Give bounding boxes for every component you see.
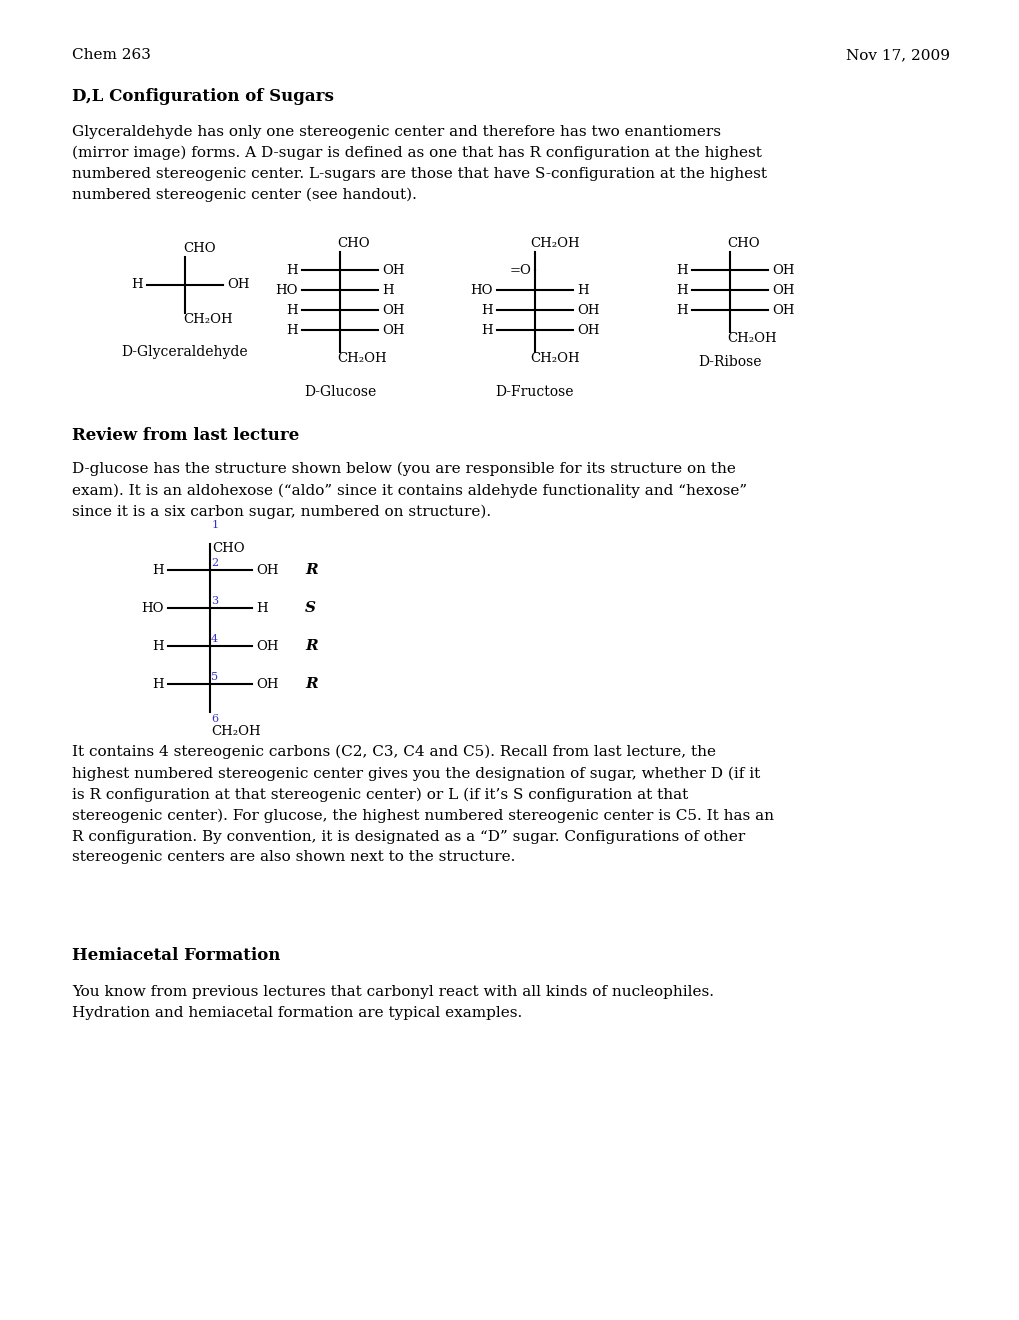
Text: H: H xyxy=(256,602,267,615)
Text: R: R xyxy=(305,564,317,577)
Text: CHO: CHO xyxy=(727,238,759,249)
Text: You know from previous lectures that carbonyl react with all kinds of nucleophil: You know from previous lectures that car… xyxy=(72,985,713,1019)
Text: 4: 4 xyxy=(211,634,218,644)
Text: CH₂OH: CH₂OH xyxy=(182,313,232,326)
Text: CHO: CHO xyxy=(336,238,369,249)
Text: CH₂OH: CH₂OH xyxy=(530,352,579,366)
Text: Review from last lecture: Review from last lecture xyxy=(72,426,299,444)
Text: OH: OH xyxy=(256,564,278,577)
Text: R: R xyxy=(305,677,317,690)
Text: OH: OH xyxy=(771,284,794,297)
Text: D-glucose has the structure shown below (you are responsible for its structure o: D-glucose has the structure shown below … xyxy=(72,462,746,519)
Text: OH: OH xyxy=(382,304,405,317)
Text: OH: OH xyxy=(382,323,405,337)
Text: Chem 263: Chem 263 xyxy=(72,48,151,62)
Text: 2: 2 xyxy=(211,558,218,568)
Text: HO: HO xyxy=(142,602,164,615)
Text: 3: 3 xyxy=(211,597,218,606)
Text: OH: OH xyxy=(577,304,599,317)
Text: H: H xyxy=(286,304,298,317)
Text: CH₂OH: CH₂OH xyxy=(727,333,775,345)
Text: 5: 5 xyxy=(211,672,218,682)
Text: H: H xyxy=(676,284,688,297)
Text: H: H xyxy=(481,323,492,337)
Text: H: H xyxy=(131,279,143,292)
Text: OH: OH xyxy=(256,639,278,652)
Text: CH₂OH: CH₂OH xyxy=(211,725,261,738)
Text: D-Fructose: D-Fructose xyxy=(495,385,574,399)
Text: OH: OH xyxy=(227,279,250,292)
Text: R: R xyxy=(305,639,317,653)
Text: H: H xyxy=(286,264,298,276)
Text: D-Glyceraldehyde: D-Glyceraldehyde xyxy=(121,345,248,359)
Text: H: H xyxy=(152,639,164,652)
Text: D-Ribose: D-Ribose xyxy=(698,355,761,370)
Text: H: H xyxy=(676,304,688,317)
Text: OH: OH xyxy=(771,304,794,317)
Text: H: H xyxy=(152,564,164,577)
Text: H: H xyxy=(577,284,588,297)
Text: HO: HO xyxy=(470,284,492,297)
Text: OH: OH xyxy=(382,264,405,276)
Text: It contains 4 stereogenic carbons (C2, C3, C4 and C5). Recall from last lecture,: It contains 4 stereogenic carbons (C2, C… xyxy=(72,744,773,865)
Text: H: H xyxy=(676,264,688,276)
Text: 6: 6 xyxy=(211,714,218,723)
Text: D,L Configuration of Sugars: D,L Configuration of Sugars xyxy=(72,88,333,106)
Text: H: H xyxy=(481,304,492,317)
Text: CHO: CHO xyxy=(182,242,215,255)
Text: 1: 1 xyxy=(212,520,219,531)
Text: H: H xyxy=(382,284,393,297)
Text: Glyceraldehyde has only one stereogenic center and therefore has two enantiomers: Glyceraldehyde has only one stereogenic … xyxy=(72,125,766,202)
Text: D-Glucose: D-Glucose xyxy=(304,385,376,399)
Text: CH₂OH: CH₂OH xyxy=(336,352,386,366)
Text: OH: OH xyxy=(771,264,794,276)
Text: CH₂OH: CH₂OH xyxy=(530,238,579,249)
Text: CHO: CHO xyxy=(212,543,245,554)
Text: S: S xyxy=(305,601,316,615)
Text: =O: =O xyxy=(510,264,532,276)
Text: OH: OH xyxy=(256,677,278,690)
Text: HO: HO xyxy=(275,284,298,297)
Text: Hemiacetal Formation: Hemiacetal Formation xyxy=(72,946,280,964)
Text: OH: OH xyxy=(577,323,599,337)
Text: H: H xyxy=(286,323,298,337)
Text: H: H xyxy=(152,677,164,690)
Text: Nov 17, 2009: Nov 17, 2009 xyxy=(845,48,949,62)
